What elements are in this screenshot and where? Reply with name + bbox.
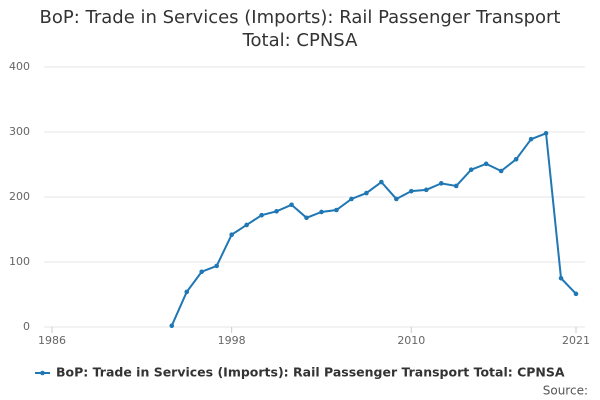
data-point <box>573 291 579 297</box>
data-point <box>244 222 249 228</box>
x-tick-label: 2010 <box>397 334 425 347</box>
x-tick-label: 1986 <box>38 334 66 347</box>
data-point <box>259 212 264 218</box>
y-tick-label: 200 <box>9 190 30 203</box>
data-point <box>453 183 459 189</box>
legend-marker <box>40 370 45 376</box>
y-tick-label: 0 <box>23 320 30 333</box>
data-point <box>558 275 564 281</box>
data-point <box>483 161 489 167</box>
data-point <box>513 157 519 162</box>
source-label: Source: <box>543 384 588 398</box>
y-tick-label: 300 <box>9 125 30 138</box>
legend-label: BoP: Trade in Services (Imports): Rail P… <box>56 365 565 380</box>
y-tick-label: 400 <box>9 60 30 73</box>
x-tick-label: 2021 <box>562 334 590 347</box>
data-line <box>170 131 577 327</box>
data-point <box>319 209 324 215</box>
data-point <box>468 167 474 172</box>
data-point <box>184 289 190 295</box>
data-point <box>289 202 294 208</box>
data-point <box>199 269 205 275</box>
data-point <box>274 209 279 214</box>
data-point <box>304 215 309 221</box>
data-point <box>229 232 234 237</box>
data-point <box>438 181 444 186</box>
chart-title: BoP: Trade in Services (Imports): Rail P… <box>39 7 561 51</box>
data-point <box>423 187 429 193</box>
data-point <box>214 263 219 269</box>
data-point <box>349 196 354 202</box>
data-point <box>528 136 534 142</box>
data-point <box>364 190 369 196</box>
data-point <box>409 188 414 194</box>
data-point <box>334 207 339 213</box>
data-point <box>543 131 549 136</box>
data-point <box>394 196 399 202</box>
x-tick-label: 1998 <box>218 334 246 347</box>
y-tick-label: 100 <box>9 255 30 268</box>
data-point <box>379 179 384 185</box>
data-point <box>169 323 175 329</box>
data-point <box>498 168 504 174</box>
